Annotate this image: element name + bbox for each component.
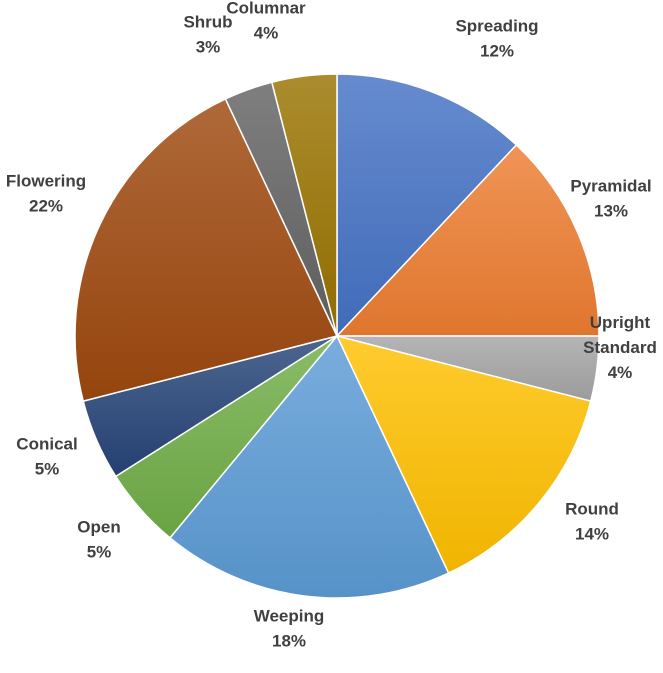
pie-label-flowering: Flowering 22% [6,172,86,216]
pie-label-pyramidal: Pyramidal 13% [570,177,651,221]
pie-label-upright-standard: Upright Standard 4% [583,313,657,382]
pie-slice-spreading [336,73,518,338]
pie-label-shrub: Shrub 3% [183,13,232,57]
pie-label-weeping: Weeping 18% [254,607,325,651]
pie-label-round: Round 14% [565,500,619,544]
pie-slices [74,73,600,599]
pie-slice-columnar [270,73,338,337]
pie-slice-pyramidal [335,143,600,337]
pie-slice-flowering [74,97,339,403]
pie-label-open: Open 5% [77,518,120,562]
pie-labels: Spreading 12% Pyramidal 13% Upright Standard 4… [6,0,657,651]
pie-slice-weeping [168,334,450,599]
pie-label-columnar: Columnar 4% [226,0,306,43]
pie-label-conical: Conical 5% [16,435,77,479]
pie-slice-round [335,334,592,575]
pie-label-spreading: Spreading 12% [455,17,538,61]
